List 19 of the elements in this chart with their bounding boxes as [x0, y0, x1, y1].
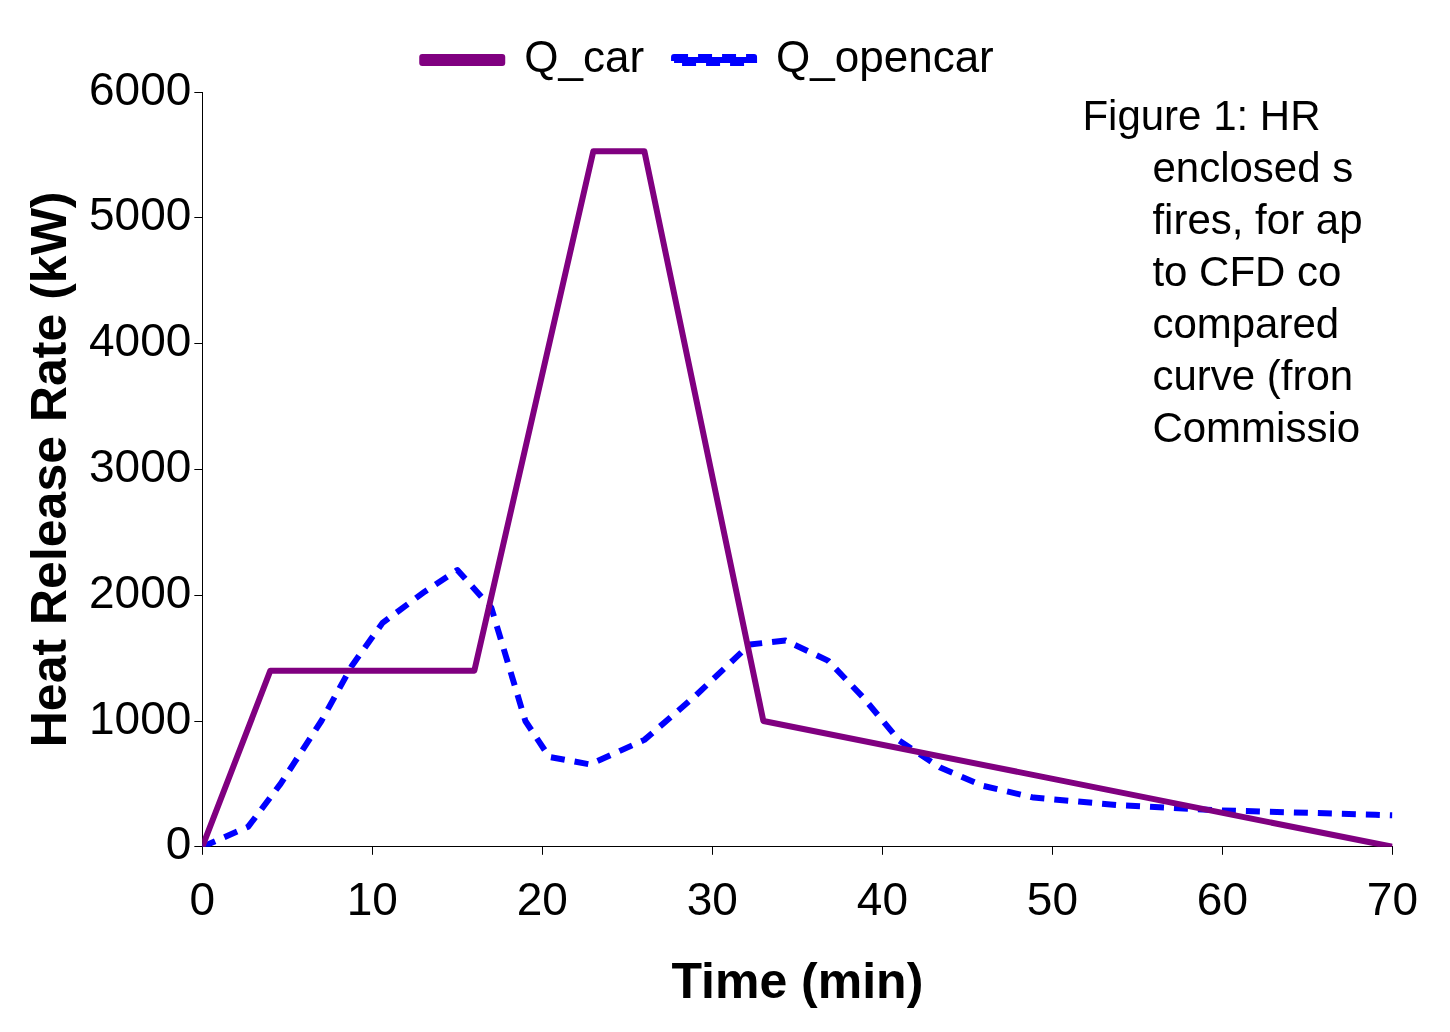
y-tick-label: 3000	[88, 440, 192, 493]
y-tick-label: 6000	[88, 62, 192, 115]
x-tick-label: 70	[1366, 873, 1418, 926]
x-tick-label: 50	[1026, 873, 1078, 926]
x-tick-label: 40	[856, 873, 908, 926]
annotation: Figure 1: HR enclosed s fires, for ap to CFD co compared curve (fron Commissio	[1082, 91, 1363, 451]
y-tick-label: 1000	[88, 691, 192, 744]
y-tick-label: 5000	[88, 188, 192, 241]
y-tick-label: 4000	[88, 314, 192, 367]
x-tick-label: 30	[686, 873, 738, 926]
y-tick-label: 0	[165, 817, 192, 870]
legend-label: Q_car	[524, 32, 645, 82]
y-tick-label: 2000	[88, 565, 192, 618]
x-tick-label: 10	[346, 873, 398, 926]
legend-label: Q_opencar	[776, 32, 994, 82]
x-axis-title: Time (min)	[671, 952, 924, 1009]
x-tick-label: 20	[516, 873, 568, 926]
y-axis-title: Heat Release Rate (kW)	[20, 191, 77, 748]
x-tick-label: 60	[1196, 873, 1248, 926]
